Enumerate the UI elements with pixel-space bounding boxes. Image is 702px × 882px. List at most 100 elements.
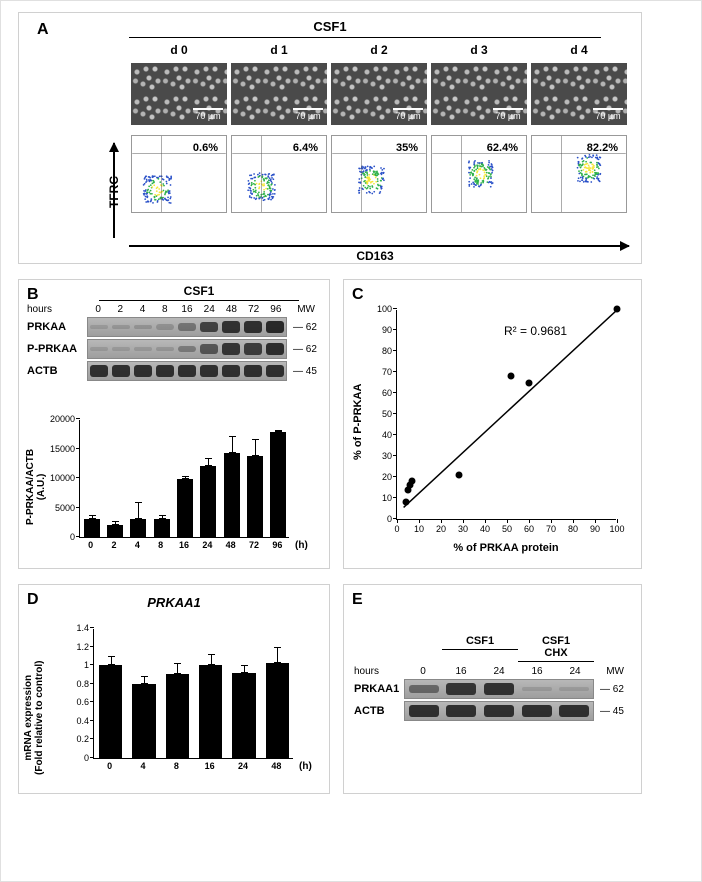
mw-label: — 62 — [293, 344, 317, 355]
panel-a: A CSF1 d 0 d 1 d 2 d 3 d 4 70 µm70 µm70 … — [18, 12, 642, 264]
blot-band — [409, 705, 439, 717]
xtick-label: 40 — [477, 524, 493, 534]
blot-lane — [132, 318, 154, 336]
bar — [84, 519, 100, 537]
blot-lane — [443, 680, 481, 698]
flow-cytometry-plot: 6.4% — [231, 135, 327, 213]
panel-c-ylabel: % of P-PRKAA — [352, 384, 364, 460]
ytick — [76, 448, 80, 449]
blot-band — [559, 687, 589, 691]
blot-band — [446, 705, 476, 717]
group-csf1-chx: CSF1 CHX — [518, 635, 594, 659]
xtick-label: 8 — [149, 540, 172, 550]
blot-band — [266, 343, 284, 355]
xtick-label: 70 — [543, 524, 559, 534]
flow-row: 0.6%6.4%35%62.4%82.2% — [129, 133, 629, 215]
error-bar — [138, 502, 139, 519]
blot-band — [178, 323, 196, 330]
blot-band — [112, 365, 130, 377]
blotE-hours: 016241624 — [404, 666, 594, 677]
bar — [154, 519, 170, 537]
panel-b-title: CSF1 — [99, 284, 299, 298]
hours-label: hours — [354, 666, 404, 677]
panel-d-xlabels: 048162448 — [93, 761, 293, 775]
blot-lane — [176, 362, 198, 380]
blot-lane — [264, 362, 286, 380]
xtick-label: 24 — [196, 540, 219, 550]
error-bar — [232, 436, 233, 454]
panel-e: E CSF1 CSF1 CHX hours 016241624 MW — [343, 584, 642, 794]
bar — [232, 673, 255, 758]
western-blot — [404, 701, 594, 721]
panel-b-label: B — [27, 286, 39, 304]
western-blot — [404, 679, 594, 699]
blot-band — [90, 325, 108, 329]
blot-band — [200, 322, 218, 333]
bar — [200, 466, 216, 537]
xtick-label: 90 — [587, 524, 603, 534]
day-header: d 1 — [229, 43, 329, 57]
blot-band — [134, 347, 152, 352]
flow-percent: 35% — [396, 142, 418, 154]
ytick — [90, 646, 94, 647]
western-blot — [87, 361, 287, 381]
error-bar — [144, 676, 145, 683]
micrograph: 70 µm — [331, 63, 427, 125]
ytick-label: 1.2 — [76, 642, 89, 652]
hour-label: 16 — [442, 666, 480, 677]
blot-lane — [132, 362, 154, 380]
blot-band — [409, 685, 439, 693]
panel-b-xlabels: 02481624487296 — [79, 540, 289, 554]
ytick-label: 0 — [70, 532, 75, 542]
ytick-label: 0 — [84, 753, 89, 763]
panel-b-xunit: (h) — [295, 540, 308, 551]
error-bar — [208, 458, 209, 466]
blot-band — [222, 365, 240, 377]
fit-line — [397, 310, 617, 520]
scatter-point — [409, 478, 416, 485]
blot-band — [134, 365, 152, 377]
xtick-label: 20 — [433, 524, 449, 534]
blot-lane — [405, 702, 443, 720]
blot-lane — [518, 702, 556, 720]
bar — [266, 663, 289, 758]
flow-cytometry-plot: 62.4% — [431, 135, 527, 213]
mw-label: — 45 — [293, 366, 317, 377]
bar — [270, 432, 286, 537]
ytick — [76, 536, 80, 537]
blot-lane — [220, 362, 242, 380]
ytick — [76, 507, 80, 508]
ytick — [90, 757, 94, 758]
xtick-label: 16 — [172, 540, 195, 550]
blot-lane — [88, 318, 110, 336]
blot-band — [222, 343, 240, 355]
hour-label: 24 — [198, 304, 220, 315]
scatter-point — [508, 373, 515, 380]
blot-band — [446, 683, 476, 695]
mw-label: — 62 — [600, 684, 624, 695]
blot-lane — [176, 318, 198, 336]
blot-lane — [154, 362, 176, 380]
xtick-label: 30 — [455, 524, 471, 534]
hour-label: 48 — [220, 304, 242, 315]
xtick-label: 0 — [79, 540, 102, 550]
error-bar — [115, 521, 116, 525]
hour-label: 0 — [404, 666, 442, 677]
ytick-label: 1.4 — [76, 623, 89, 633]
hour-label: 96 — [265, 304, 287, 315]
ytick-label: 10 — [382, 493, 392, 503]
xtick — [617, 519, 618, 523]
blot-band — [244, 365, 262, 377]
ytick-label: 20000 — [50, 414, 75, 424]
blot-lane — [132, 340, 154, 358]
blot-band — [90, 347, 108, 351]
panel-d-chart: 00.20.40.60.811.21.4 — [93, 629, 293, 759]
day-header: d 0 — [129, 43, 229, 57]
panel-b-ylabel: P-PRKAA/ACTB (A.U.) — [25, 449, 47, 525]
blot-lane — [220, 340, 242, 358]
flow-percent: 62.4% — [487, 142, 518, 154]
blot-band — [200, 344, 218, 353]
group-csf1: CSF1 — [442, 635, 518, 647]
xtick-label: 60 — [521, 524, 537, 534]
flow-cytometry-plot: 0.6% — [131, 135, 227, 213]
